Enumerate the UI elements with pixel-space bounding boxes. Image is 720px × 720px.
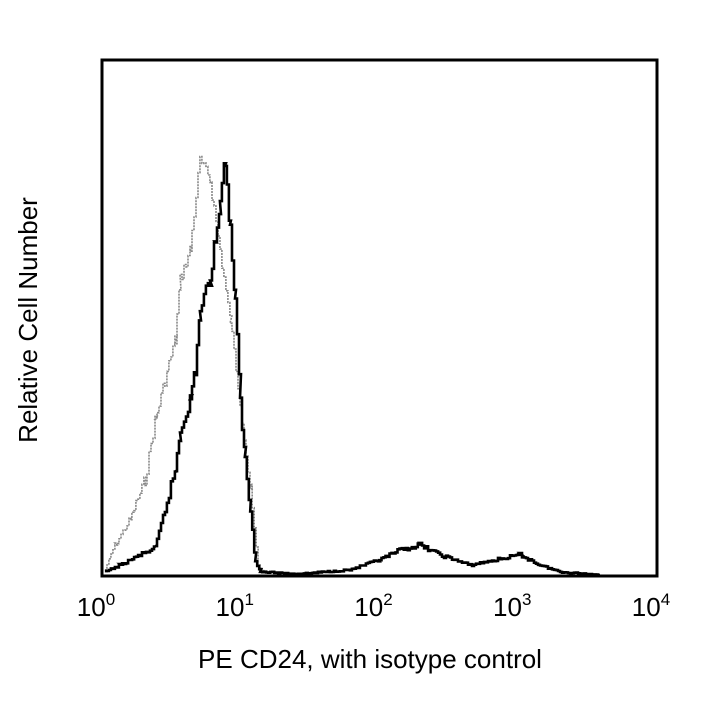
y-axis-label: Relative Cell Number xyxy=(13,197,43,443)
stained-histogram-line xyxy=(104,162,600,577)
isotype-control-histogram-line xyxy=(104,155,266,574)
x-tick-label: 104 xyxy=(632,590,670,622)
x-axis-label: PE CD24, with isotype control xyxy=(198,644,542,674)
x-tick-labels: 100 101 102 103 104 xyxy=(77,590,670,622)
x-tick-label: 101 xyxy=(216,590,254,622)
series-layer xyxy=(104,155,600,577)
x-tick-label: 103 xyxy=(493,590,531,622)
x-tick-label: 100 xyxy=(77,590,115,622)
x-tick-label: 102 xyxy=(354,590,392,622)
plot-frame xyxy=(100,58,659,578)
